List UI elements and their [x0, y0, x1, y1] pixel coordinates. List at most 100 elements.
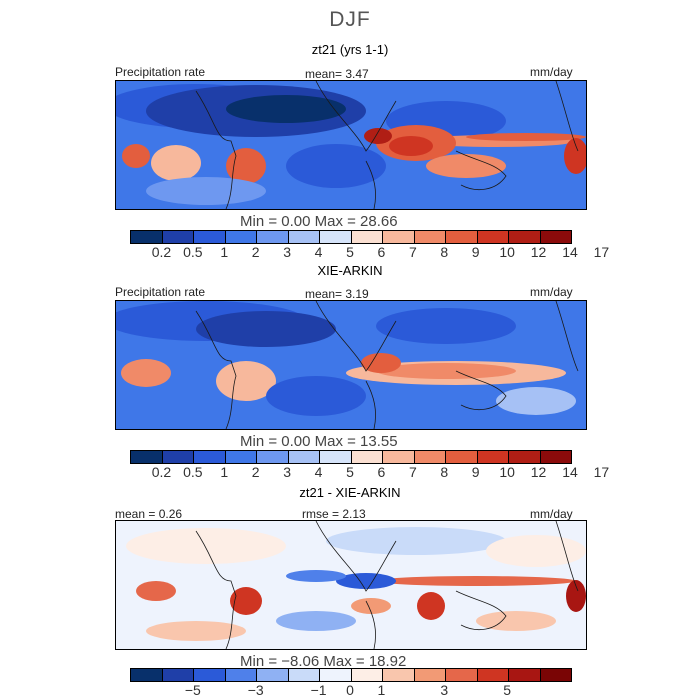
colorbar-tick-label: −5 — [184, 682, 201, 698]
colorbar-tick-label: 5 — [346, 464, 354, 480]
colorbar-segment — [383, 231, 415, 243]
colorbar-tick-label: 14 — [562, 464, 578, 480]
panel-2-variable-label: Precipitation rate — [115, 285, 206, 299]
colorbar-tick-label: 12 — [530, 464, 547, 480]
colorbar-segment — [131, 669, 163, 681]
colorbar-segment — [257, 451, 289, 463]
colorbar-tick-label: 3 — [440, 682, 449, 698]
colorbar-tick-label: 8 — [440, 244, 449, 260]
colorbar-tick-label: 5 — [503, 682, 512, 698]
colorbar-segment — [351, 669, 383, 681]
panel-3-title: zt21 - XIE-ARKIN — [299, 485, 401, 500]
colorbar-segment — [414, 231, 446, 243]
colorbar-segment — [320, 669, 352, 681]
colorbar-tick-label: 7 — [408, 244, 417, 260]
colorbar-tick-label: 6 — [377, 244, 386, 260]
colorbar-segment — [540, 669, 571, 681]
colorbar-tick-label: 0.5 — [183, 244, 203, 260]
colorbar-tick-label: −1 — [310, 682, 327, 698]
colorbar-segment — [225, 669, 257, 681]
colorbar-segment — [477, 231, 509, 243]
colorbar-tick-label: 14 — [562, 244, 578, 260]
colorbar-segment — [288, 231, 320, 243]
colorbar-segment — [414, 451, 446, 463]
colorbar-tick-label: 8 — [440, 464, 449, 480]
colorbar-segment — [194, 231, 226, 243]
colorbar-segment — [194, 669, 226, 681]
colorbar-tick-label: 0.2 — [151, 244, 172, 260]
panel-1-map — [115, 80, 587, 210]
colorbar-segment — [351, 231, 383, 243]
colorbar-tick-label: 9 — [471, 244, 480, 260]
colorbar-tick-label: 3 — [283, 244, 292, 260]
panel-1-variable-label: Precipitation rate — [115, 65, 206, 79]
panel-3-map — [115, 520, 587, 650]
panel-1-title: zt21 (yrs 1-1) — [311, 42, 389, 57]
panel-1-min-max: Min = 0.00 Max = 28.66 — [240, 213, 398, 230]
colorbar-tick-label: 1 — [377, 682, 386, 698]
colorbar-segment — [131, 451, 163, 463]
colorbar-tick-label: 2 — [251, 244, 260, 260]
colorbar-tick-label: 17 — [593, 464, 610, 480]
colorbar-segment — [257, 231, 289, 243]
panel-3-mean-label: mean = 0.26 — [115, 507, 183, 521]
panel-3-map-svg — [116, 521, 586, 649]
colorbar-segment — [383, 669, 415, 681]
panel-1-colorbar-ticks: 0.2 0.5 1 2 3 4 5 6 7 8 9 10 12 14 17 — [130, 244, 610, 262]
colorbar-segment — [225, 451, 257, 463]
panel-1-units-label: mm/day — [530, 65, 573, 79]
colorbar-tick-label: 5 — [346, 244, 354, 260]
colorbar-segment — [477, 669, 509, 681]
colorbar-segment — [446, 231, 478, 243]
colorbar-tick-label: 0.5 — [183, 464, 203, 480]
colorbar-tick-label: 10 — [499, 464, 515, 480]
panel-3-min-max: Min = −8.06 Max = 18.92 — [240, 653, 407, 670]
panel-2-units-label: mm/day — [530, 285, 573, 299]
colorbar-segment — [225, 231, 257, 243]
colorbar-segment — [288, 451, 320, 463]
colorbar-segment — [509, 451, 541, 463]
panel-3-colorbar — [130, 668, 572, 682]
colorbar-segment — [162, 669, 194, 681]
panel-2-min-max: Min = 0.00 Max = 13.55 — [240, 433, 398, 450]
colorbar-tick-label: 1 — [220, 244, 229, 260]
colorbar-segment — [383, 451, 415, 463]
colorbar-segment — [446, 669, 478, 681]
colorbar-tick-label: 7 — [408, 464, 417, 480]
panel-2-map — [115, 300, 587, 430]
colorbar-segment — [509, 231, 541, 243]
colorbar-segment — [509, 669, 541, 681]
colorbar-tick-label: 10 — [499, 244, 515, 260]
colorbar-tick-label: 1 — [220, 464, 229, 480]
panel-2-title: XIE-ARKIN — [317, 263, 383, 278]
colorbar-segment — [320, 451, 352, 463]
colorbar-segment — [414, 669, 446, 681]
panel-3-rmse-label: rmse = 2.13 — [302, 507, 366, 521]
panel-1-map-svg — [116, 81, 586, 209]
panel-3-colorbar-ticks: −5 −3 −1 0 1 3 5 — [130, 682, 570, 700]
panel-3-units-label: mm/day — [530, 507, 573, 521]
colorbar-segment — [162, 451, 194, 463]
colorbar-segment — [257, 669, 289, 681]
colorbar-tick-label: 17 — [593, 244, 610, 260]
colorbar-segment — [288, 669, 320, 681]
colorbar-segment — [131, 231, 163, 243]
colorbar-segment — [477, 451, 509, 463]
colorbar-segment — [194, 451, 226, 463]
colorbar-segment — [540, 231, 571, 243]
colorbar-tick-label: 2 — [251, 464, 260, 480]
panel-2-colorbar-ticks: 0.2 0.5 1 2 3 4 5 6 7 8 9 10 12 14 17 — [130, 464, 610, 482]
colorbar-segment — [446, 451, 478, 463]
colorbar-tick-label: 6 — [377, 464, 386, 480]
panel-2-mean-label: mean= 3.19 — [305, 287, 369, 301]
colorbar-segment — [351, 451, 383, 463]
colorbar-tick-label: 0.2 — [151, 464, 172, 480]
colorbar-segment — [162, 231, 194, 243]
colorbar-segment — [540, 451, 571, 463]
season-title: DJF — [329, 8, 371, 31]
colorbar-tick-label: 4 — [314, 244, 323, 260]
panel-1-colorbar — [130, 230, 572, 244]
colorbar-tick-label: 4 — [314, 464, 323, 480]
colorbar-tick-label: 0 — [346, 682, 354, 698]
panel-2-colorbar — [130, 450, 572, 464]
